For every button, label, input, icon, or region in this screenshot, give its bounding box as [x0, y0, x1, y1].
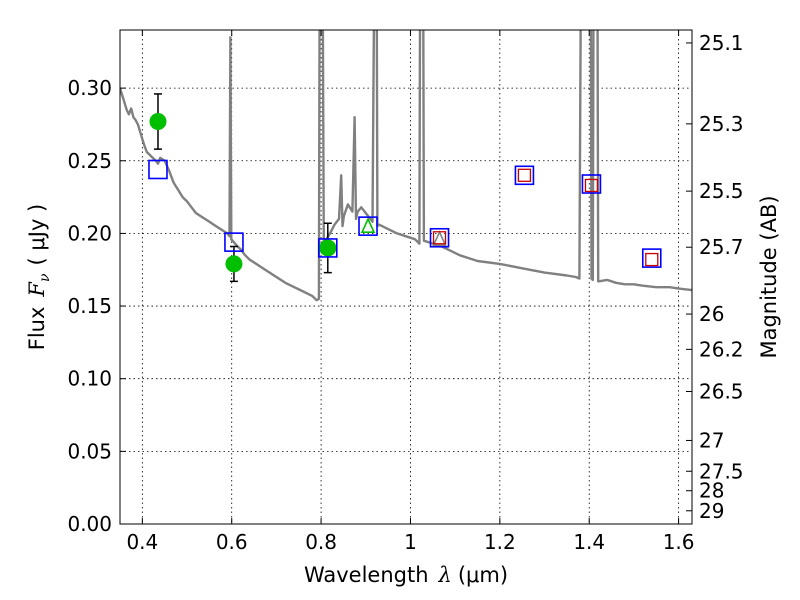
y-axis-label-subscript: ν — [37, 273, 53, 282]
x-tick-label-5: 1.4 — [573, 530, 605, 554]
y2-tick-label-1: 25.3 — [699, 112, 744, 136]
model-flux-square-4-7 — [641, 248, 662, 268]
x-tick-label-0: 0.4 — [126, 530, 158, 554]
y-tick-label-3: 0.15 — [67, 294, 112, 318]
plot-markers — [148, 93, 662, 283]
y-tick-label-0: 0.00 — [67, 512, 112, 536]
y2-tick-label-8: 27.5 — [699, 459, 744, 483]
x-tick-label-2: 0.8 — [305, 530, 337, 554]
y-tick-label-2: 0.10 — [67, 367, 112, 391]
y2-tick-label-4: 26 — [699, 302, 724, 326]
measured-flux-square-5-2 — [584, 178, 599, 193]
y2-tick-label-10: 29 — [699, 499, 724, 523]
measured-flux-square-5-3 — [645, 252, 659, 267]
model-flux-square-4-3 — [358, 216, 378, 236]
photometry-point-1-0 — [149, 113, 167, 131]
y-axis-label: Flux Fν ( μJy ) — [25, 204, 53, 350]
y-tick-label-4: 0.20 — [67, 221, 112, 245]
photometry-point-1-1 — [225, 255, 243, 273]
measured-flux-square-5-1 — [517, 168, 532, 182]
plot-frame — [119, 29, 693, 525]
model-flux-square-4-6 — [581, 174, 602, 194]
x-tick-label-1: 0.6 — [216, 530, 248, 554]
y-tick-label-5: 0.25 — [67, 149, 112, 173]
y2-tick-label-5: 26.2 — [699, 337, 744, 361]
x-tick-label-3: 1 — [404, 530, 417, 554]
y-axis-label-unit: ( μJy ) — [25, 204, 49, 266]
x-axis-label-symbol: λ — [438, 563, 452, 587]
triangle-marker-2-0 — [360, 217, 376, 233]
y-tick-label-6: 0.30 — [67, 76, 112, 100]
plot-data — [120, 30, 692, 302]
model-flux-square-4-4 — [429, 227, 450, 248]
measured-flux-square-5-0 — [432, 231, 447, 245]
x-axis-label-text: Wavelength — [304, 563, 429, 587]
y2-tick-label-6: 26.5 — [699, 379, 744, 403]
y-axis-label-symbol: F — [25, 281, 49, 298]
triangle-marker-3-0 — [432, 230, 447, 247]
photometry-point-1-2 — [319, 239, 337, 257]
x-axis-label: Wavelength λ (μm) — [304, 563, 508, 587]
model-flux-square-4-2 — [317, 238, 338, 258]
y2-tick-label-9: 28 — [699, 479, 724, 503]
x-tick-label-6: 1.6 — [663, 530, 695, 554]
model-flux-square-4-5 — [514, 165, 535, 186]
y-tick-label-1: 0.05 — [67, 439, 112, 463]
model-flux-square-4-1 — [224, 232, 244, 252]
y-axis-label-text: Flux — [25, 307, 49, 351]
y2-tick-label-7: 27 — [699, 428, 724, 452]
y2-tick-label-0: 25.1 — [699, 31, 744, 55]
sed-model-line — [120, 30, 692, 302]
grid-lines — [120, 30, 692, 525]
y2-axis-label: Magnitude (AB) — [757, 195, 781, 358]
axis-ticks: 0.4 0.6 0.8 1 1.2 1.4 1.6 0.00 0.05 0.10 0.15 0.20 0… — [67, 30, 744, 554]
y2-tick-label-2: 25.5 — [699, 179, 744, 203]
x-axis-label-unit: (μm) — [458, 563, 508, 587]
x-tick-label-4: 1.2 — [484, 530, 516, 554]
model-flux-square-4-0 — [148, 159, 168, 180]
y2-tick-label-3: 25.7 — [699, 235, 744, 259]
